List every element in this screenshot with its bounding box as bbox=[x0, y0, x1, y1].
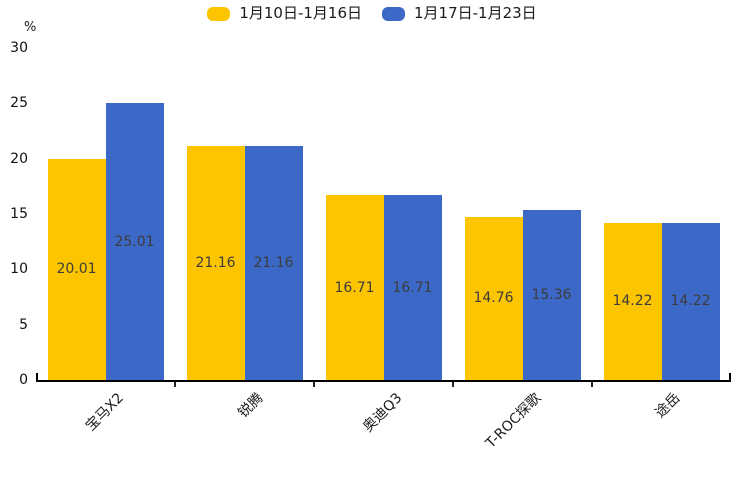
bar-奥迪Q3-series0: 16.71 bbox=[325, 195, 384, 380]
legend-swatch-icon bbox=[207, 6, 231, 21]
bar-value-label: 20.01 bbox=[56, 261, 97, 278]
bar-value-label: 15.36 bbox=[531, 287, 572, 304]
legend-swatch-icon bbox=[382, 6, 405, 21]
y-tick-label: 20 bbox=[10, 150, 28, 167]
bar-锐腾-series0: 21.16 bbox=[186, 145, 245, 380]
y-tick-label: 15 bbox=[10, 206, 28, 222]
bar-锐腾-series1: 21.16 bbox=[244, 145, 303, 380]
bar-value-label: 16.71 bbox=[392, 279, 433, 296]
bar-value-label: 14.22 bbox=[670, 293, 711, 310]
bar-value-label: 14.22 bbox=[612, 293, 653, 310]
x-axis-tick bbox=[452, 382, 454, 387]
x-category-label-1: 锐腾 bbox=[234, 390, 266, 422]
y-axis-unit-label: % bbox=[24, 20, 37, 35]
bar-途岳-series1: 14.22 bbox=[661, 222, 720, 380]
bar-T-ROC探歌-series0: 14.76 bbox=[464, 216, 523, 380]
x-axis-tick bbox=[174, 382, 176, 387]
x-axis-endcap bbox=[36, 373, 38, 381]
x-axis-endcap bbox=[729, 373, 731, 381]
bar-value-label: 25.01 bbox=[114, 233, 155, 250]
bar-奥迪Q3-series1: 16.71 bbox=[383, 195, 442, 380]
legend-item-1: 1月17日-1月23日 bbox=[382, 6, 537, 21]
bar-value-label: 14.76 bbox=[473, 290, 514, 307]
bar-宝马X2-series1: 25.01 bbox=[105, 103, 164, 380]
bar-途岳-series0: 14.22 bbox=[603, 222, 662, 380]
y-tick-label: 10 bbox=[10, 261, 28, 278]
legend: 1月10日-1月16日 1月17日-1月23日 bbox=[0, 6, 744, 21]
x-category-label-0: 宝马X2 bbox=[82, 390, 127, 435]
bar-value-label: 21.16 bbox=[195, 254, 236, 271]
legend-item-0: 1月10日-1月16日 bbox=[207, 6, 362, 21]
plot-area: 0 5 10 15 20 25 30 20.01 21.16 16.71 14.76 14.22 25.… bbox=[10, 40, 731, 452]
x-axis-tick bbox=[591, 382, 593, 387]
x-axis-line bbox=[36, 380, 731, 382]
bar-value-label: 16.71 bbox=[334, 279, 375, 296]
bar-T-ROC探歌-series1: 15.36 bbox=[522, 210, 581, 380]
x-category-label-4: 途岳 bbox=[651, 390, 683, 422]
x-category-label-3: T-ROC探歌 bbox=[482, 390, 544, 452]
x-category-label-2: 奥迪Q3 bbox=[359, 390, 405, 436]
y-tick-label: 30 bbox=[10, 40, 28, 56]
y-tick-label: 5 bbox=[19, 316, 28, 333]
y-tick-label: 0 bbox=[19, 372, 28, 388]
bar-宝马X2-series0: 20.01 bbox=[47, 158, 106, 380]
legend-label: 1月17日-1月23日 bbox=[414, 4, 537, 22]
y-tick-label: 25 bbox=[10, 95, 28, 112]
bar-value-label: 21.16 bbox=[253, 254, 294, 271]
legend-label: 1月10日-1月16日 bbox=[239, 4, 362, 22]
x-axis-tick bbox=[313, 382, 315, 387]
